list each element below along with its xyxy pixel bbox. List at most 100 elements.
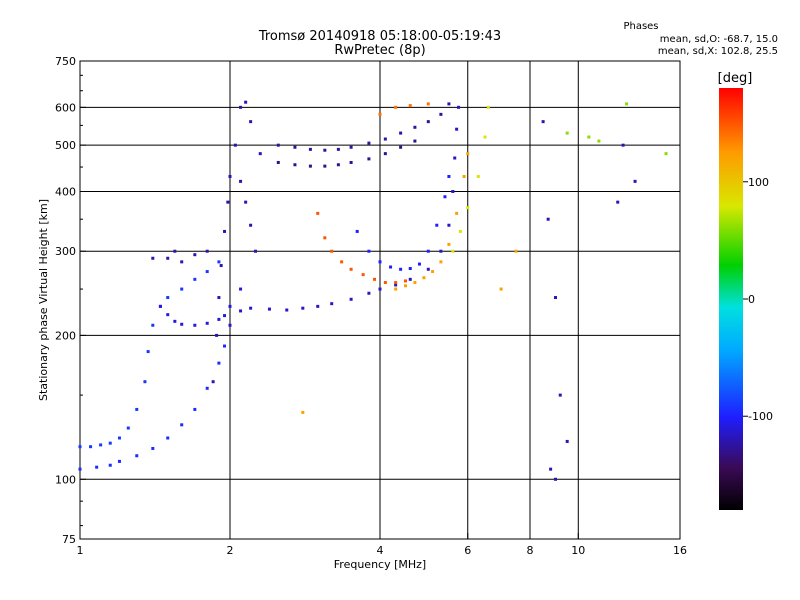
data-point (399, 267, 403, 271)
data-point (621, 143, 625, 147)
data-point (205, 249, 209, 253)
y-tick-label: 300 (55, 245, 76, 258)
data-point (349, 297, 353, 301)
data-point (173, 319, 177, 323)
data-point (99, 443, 103, 447)
y-tick-label: 500 (55, 139, 76, 152)
data-point (455, 211, 459, 215)
data-point (143, 380, 147, 384)
data-point (215, 333, 219, 337)
colorbar-tick-label: -100 (748, 410, 773, 423)
data-point (451, 249, 455, 253)
data-point (367, 249, 371, 253)
data-point (373, 277, 377, 281)
data-point (323, 148, 327, 152)
data-point (378, 287, 382, 291)
data-point (244, 200, 248, 204)
y-axis-label: Stationary phase Virtual Height [km] (37, 199, 50, 401)
data-point (378, 112, 382, 116)
data-point (217, 296, 221, 300)
data-point (78, 467, 82, 471)
data-point (316, 304, 320, 308)
data-point (439, 249, 443, 253)
data-point (455, 127, 459, 131)
data-point (447, 223, 451, 227)
points-layer (78, 100, 668, 481)
colorbar-label: [deg] (718, 71, 753, 86)
data-point (249, 306, 253, 310)
data-point (244, 100, 248, 104)
data-point (413, 139, 417, 143)
data-point (403, 284, 407, 288)
data-point (293, 163, 297, 167)
data-point (135, 407, 139, 411)
data-point (108, 463, 112, 467)
data-point (447, 242, 451, 246)
data-point (193, 407, 197, 411)
data-point (349, 145, 353, 149)
data-point (439, 260, 443, 264)
data-point (394, 283, 398, 287)
data-point (276, 160, 280, 164)
y-tick-label: 600 (55, 101, 76, 114)
data-point (166, 436, 170, 440)
data-point (180, 322, 184, 326)
data-point (426, 267, 430, 271)
data-point (408, 267, 412, 271)
data-point (193, 253, 197, 257)
data-point (486, 105, 490, 109)
data-point (483, 135, 487, 139)
data-point (239, 309, 243, 313)
data-point (126, 426, 130, 430)
data-point (408, 277, 412, 281)
data-point (355, 229, 359, 233)
data-point (546, 217, 550, 221)
data-point (166, 296, 170, 300)
data-point (403, 279, 407, 283)
chart-title: Tromsø 20140918 05:18:00-05:19:43 (258, 29, 501, 44)
data-point (276, 143, 280, 147)
data-point (239, 287, 243, 291)
data-point (95, 465, 99, 469)
data-point (323, 164, 327, 168)
data-point (466, 152, 470, 156)
data-point (367, 141, 371, 145)
data-point (217, 361, 221, 365)
data-point (180, 287, 184, 291)
data-point (453, 156, 457, 160)
x-tick-label: 2 (227, 544, 234, 557)
data-point (383, 281, 387, 285)
phases-line-o: mean, sd,O: -68.7, 15.0 (660, 34, 778, 45)
x-tick-label: 1 (77, 544, 84, 557)
data-point (330, 249, 334, 253)
data-point (223, 344, 227, 348)
data-point (443, 195, 447, 199)
phases-line-x: mean, sd,X: 102.8, 25.5 (658, 46, 778, 57)
data-point (158, 304, 162, 308)
data-point (426, 102, 430, 106)
data-point (340, 260, 344, 264)
data-point (426, 120, 430, 124)
data-point (361, 273, 365, 277)
data-point (349, 267, 353, 271)
data-point (413, 281, 417, 285)
data-point (597, 139, 601, 143)
data-point (394, 105, 398, 109)
data-point (616, 200, 620, 204)
x-axis-label: Frequency [MHz] (334, 558, 426, 571)
data-point (117, 436, 121, 440)
data-point (166, 256, 170, 260)
data-point (330, 302, 334, 306)
colorbar (719, 88, 743, 510)
data-point (228, 304, 232, 308)
data-point (293, 145, 297, 149)
data-point (553, 296, 557, 300)
data-point (285, 308, 289, 312)
data-point (514, 249, 518, 253)
data-point (323, 236, 327, 240)
y-tick-label: 75 (62, 533, 76, 546)
data-point (633, 179, 637, 183)
data-point (228, 174, 232, 178)
data-point (565, 131, 569, 135)
data-point (565, 439, 569, 443)
